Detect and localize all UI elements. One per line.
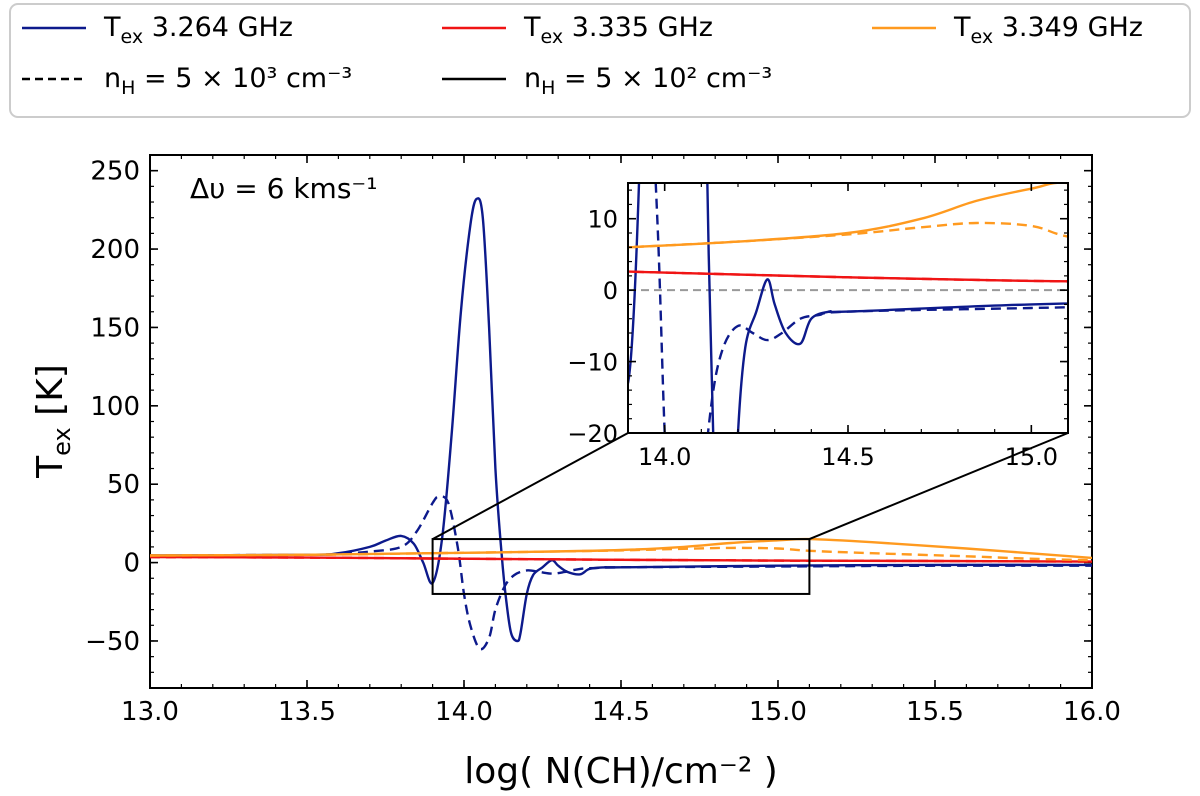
y-axis-title-rest: [K]	[30, 364, 71, 427]
inset-ytick-label: 0	[603, 277, 618, 305]
legend-entry-5: nH = 5 × 10² cm⁻³	[442, 63, 772, 99]
y-axis-title: Tex [K]	[30, 364, 76, 479]
inset-ytick-label: 10	[587, 206, 618, 234]
legend-label: nH = 5 × 10³ cm⁻³	[104, 63, 352, 99]
series-line-4	[628, 270, 1068, 283]
main-ticks: 13.0 13.5 14.0 14.5 15.0 15.5 16.0−50050100150…	[85, 154, 1121, 727]
main-ytick-label: 100	[90, 392, 140, 422]
main-ytick-label: 150	[90, 313, 140, 343]
inset-ticks: 14.0 14.5 15.0 −20 −10 0 10	[567, 183, 1069, 471]
legend-entry-1: Tex 3.264 GHz	[22, 12, 293, 48]
main-xtick-label: 16.0	[1063, 697, 1121, 727]
main-xtick-label: 13.5	[278, 697, 336, 727]
legend-label: nH = 5 × 10² cm⁻³	[524, 63, 772, 99]
y-axis-title-sub: ex	[48, 427, 76, 456]
inset-lines	[628, 183, 1068, 433]
legend-label: Tex 3.264 GHz	[103, 12, 293, 48]
main-xtick-label: 15.0	[749, 697, 807, 727]
zoom-connector-right	[809, 432, 1069, 540]
inset-ytick-label: −10	[567, 349, 618, 377]
series-line-6	[150, 546, 1092, 562]
series-line-4	[150, 555, 1092, 563]
inset-xtick-label: 14.5	[821, 443, 874, 471]
inset-ytick-label: −20	[567, 420, 618, 448]
series-line-2	[654, 183, 1068, 433]
x-axis-title: log( N(CH)/cm⁻² )	[464, 751, 778, 792]
legend-entry-4: nH = 5 × 10³ cm⁻³	[22, 63, 352, 99]
inset-background	[628, 183, 1068, 433]
legend-frame	[9, 3, 1191, 118]
inset-xtick-label: 14.0	[638, 443, 691, 471]
zoom-connector-left	[432, 432, 629, 540]
main-xtick-label: 13.0	[121, 697, 179, 727]
inset-xtick-label: 15.0	[1005, 443, 1058, 471]
zoom-rectangle	[431, 538, 811, 595]
zoom-indicator	[431, 432, 1069, 595]
series-line-2	[150, 495, 1092, 651]
legend-label: Tex 3.349 GHz	[953, 12, 1143, 48]
series-line-5	[628, 183, 1068, 249]
annotation-velocity: Δυ = 6 kms⁻¹	[190, 172, 377, 205]
series-line-6	[628, 221, 1068, 249]
series-line-1	[628, 183, 1068, 433]
main-xtick-label: 14.0	[435, 697, 493, 727]
legend-entry-3: Tex 3.349 GHz	[872, 12, 1143, 48]
main-ytick-label: 0	[123, 549, 140, 579]
main-lines	[150, 197, 1092, 651]
y-axis-title-main: T	[30, 455, 71, 479]
legend-label: Tex 3.335 GHz	[523, 12, 713, 48]
main-xtick-label: 15.5	[906, 697, 964, 727]
main-xtick-label: 14.5	[592, 697, 650, 727]
legend: Tex 3.264 GHz Tex 3.335 GHz Tex 3.349 GHz n…	[9, 3, 1191, 118]
main-ytick-label: 200	[90, 235, 140, 265]
main-ytick-label: 50	[107, 470, 140, 500]
main-ytick-label: 250	[90, 157, 140, 187]
main-ytick-label: −50	[85, 627, 140, 657]
legend-entry-2: Tex 3.335 GHz	[442, 12, 713, 48]
